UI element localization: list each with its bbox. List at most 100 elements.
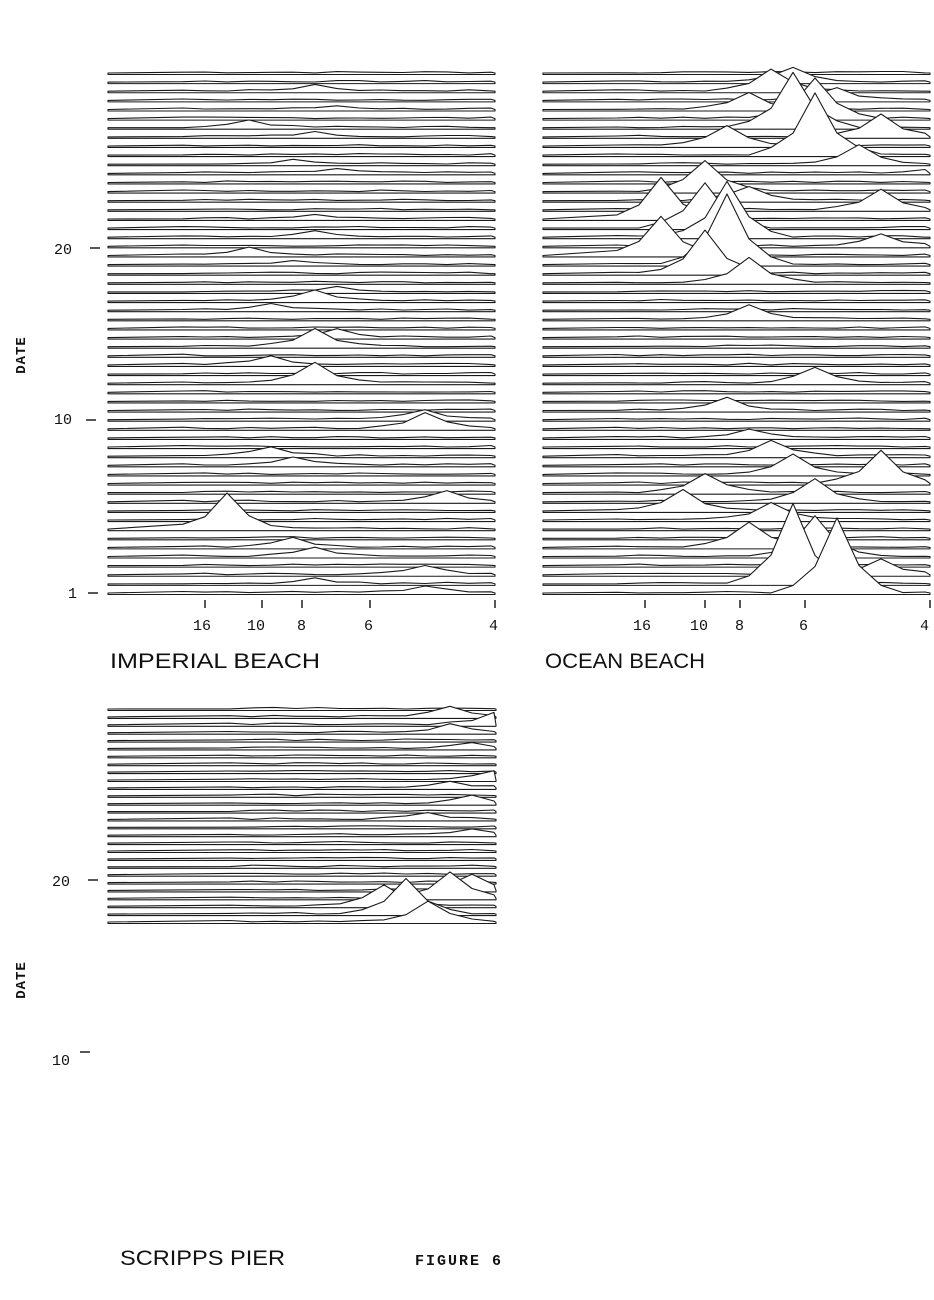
- spectrum-trace: [107, 116, 496, 121]
- spectrum-trace: [107, 446, 496, 459]
- spectrum-trace: [542, 353, 931, 358]
- scripps-pier-y-label: DATE: [14, 961, 30, 999]
- spectrum-trace: [542, 176, 931, 222]
- spectrum-trace: [107, 472, 496, 477]
- spectrum-trace: [107, 577, 496, 586]
- scripps-pier-ytick-10: 10: [52, 1053, 70, 1070]
- spectrum-trace: [107, 328, 496, 340]
- spectrum-trace: [542, 517, 931, 596]
- spectrum-trace: [107, 585, 496, 596]
- spectrum-trace: [107, 158, 496, 167]
- spectrum-trace: [107, 481, 496, 486]
- imperial-beach-plot: DATE 20 10 1 16 10 8 6 4 IMPERIAL BEACH: [14, 71, 498, 673]
- spectrum-trace: [107, 280, 496, 285]
- spectrum-trace: [107, 225, 496, 231]
- imperial-beach-xtick-4: 4: [489, 618, 498, 635]
- spectrum-trace: [107, 877, 497, 917]
- ocean-beach-title: OCEAN BEACH: [545, 650, 705, 673]
- imperial-beach-ytick-20: 20: [54, 242, 72, 259]
- spectrum-trace: [542, 298, 931, 304]
- spectrum-trace: [107, 436, 496, 440]
- spectrum-trace: [107, 408, 496, 413]
- spectrum-trace: [107, 900, 497, 925]
- spectrum-trace: [107, 83, 496, 94]
- spectrum-trace: [107, 71, 496, 76]
- spectrum-trace: [542, 70, 931, 76]
- spectrum-trace: [542, 390, 931, 395]
- spectrum-trace: [107, 864, 497, 869]
- spectrum-trace: [107, 153, 496, 158]
- spectrum-trace: [542, 521, 931, 550]
- spectrum-trace: [107, 872, 497, 877]
- spectrum-trace: [107, 490, 496, 495]
- spectrum-trace: [107, 399, 496, 404]
- imperial-beach-ytick-10: 10: [54, 412, 72, 429]
- spectrum-trace: [107, 723, 497, 735]
- spectrum-trace: [542, 449, 931, 486]
- spectrum-trace: [107, 168, 496, 176]
- spectrum-trace: [107, 780, 497, 790]
- spectrum-trace: [107, 738, 497, 743]
- spectrum-trace: [107, 327, 496, 349]
- ocean-beach-traces: [542, 66, 931, 596]
- spectrum-trace: [107, 144, 496, 149]
- spectrum-trace: [542, 304, 931, 322]
- imperial-beach-xtick-8: 8: [297, 618, 306, 635]
- spectrum-trace: [107, 317, 496, 322]
- spectrum-trace: [542, 488, 931, 513]
- spectrum-trace: [107, 762, 497, 767]
- spectrum-trace: [107, 754, 497, 759]
- spectrum-trace: [107, 742, 497, 751]
- spectrum-trace: [107, 119, 496, 130]
- spectrum-trace: [107, 705, 497, 719]
- spectrum-trace: [107, 105, 496, 112]
- scripps-pier-plot: DATE 20 10 SCRIPPS PIER: [14, 705, 497, 1270]
- spectrum-trace: [542, 335, 931, 340]
- spectrum-trace: [542, 439, 931, 459]
- spectrum-trace: [107, 856, 497, 861]
- spectrum-trace: [107, 98, 496, 103]
- ocean-beach-xtick-8: 8: [735, 618, 744, 635]
- spectrum-trace: [542, 144, 931, 167]
- spectrum-trace: [107, 809, 497, 814]
- spectrum-trace: [107, 848, 497, 854]
- spectrum-trace: [542, 445, 931, 450]
- spectrum-trace: [107, 244, 496, 249]
- spectrum-trace: [107, 880, 497, 885]
- ocean-beach-xtick-10: 10: [690, 618, 708, 635]
- ocean-beach-plot: 16 10 8 6 4 OCEAN BEACH: [542, 66, 931, 673]
- spectrum-trace: [107, 207, 496, 212]
- spectrum-trace: [107, 812, 497, 822]
- imperial-beach-ytick-1: 1: [68, 586, 77, 603]
- spectrum-trace: [107, 564, 496, 577]
- spectrum-trace: [542, 501, 931, 523]
- imperial-beach-traces: [107, 71, 496, 596]
- spectrum-trace: [107, 213, 496, 222]
- spectrum-trace: [107, 546, 496, 559]
- spectrum-trace: [107, 289, 496, 304]
- spectrum-trace: [107, 180, 496, 185]
- spectrum-trace: [107, 80, 496, 85]
- spectrum-trace: [107, 390, 496, 395]
- spectrum-trace: [107, 246, 496, 258]
- spectrum-trace: [542, 71, 931, 130]
- spectrum-trace: [542, 426, 931, 431]
- spectrum-trace: [542, 417, 931, 422]
- spectrum-trace: [542, 372, 931, 377]
- spectrum-trace: [542, 66, 931, 85]
- spectrum-trace: [107, 285, 496, 294]
- spectrum-trace: [542, 256, 931, 285]
- spectrum-trace: [107, 492, 496, 532]
- ocean-beach-xtick-4: 4: [920, 618, 929, 635]
- imperial-beach-y-label: DATE: [14, 336, 30, 374]
- ocean-beach-xtick-6: 6: [799, 618, 808, 635]
- spectrum-trace: [107, 793, 497, 798]
- spectrum-trace: [542, 289, 931, 294]
- spectrum-trace: [107, 509, 496, 513]
- spectrum-trace: [107, 189, 496, 194]
- spectrum-trace: [107, 536, 496, 550]
- spectrum-trace: [107, 444, 496, 450]
- spectrum-trace: [542, 92, 931, 158]
- spectrum-trace: [107, 840, 497, 846]
